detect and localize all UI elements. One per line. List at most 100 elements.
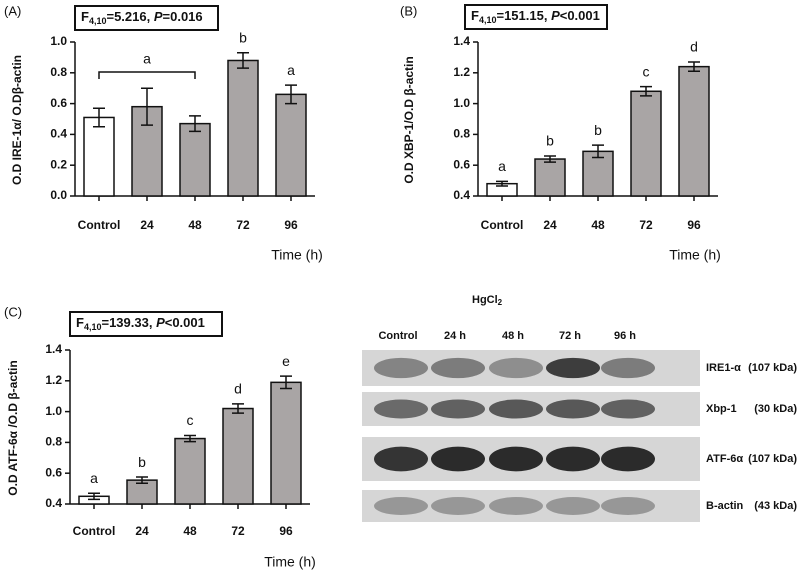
x-axis-label: Time (h) xyxy=(264,554,316,570)
stat-box xyxy=(69,311,223,337)
x-tick-label: 24 xyxy=(543,218,557,232)
x-tick-label: 72 xyxy=(231,524,245,538)
significance-letter: a xyxy=(498,158,506,174)
stat-text: F4,10=139.33, P<0.001 xyxy=(76,315,205,332)
x-tick-label: 72 xyxy=(639,218,653,232)
x-tick-label: 48 xyxy=(183,524,197,538)
y-axis-label: O.D XBP-1/O.D β-actin xyxy=(402,56,416,183)
stat-part: F xyxy=(81,9,89,24)
error-bar xyxy=(189,115,201,133)
x-tick-label: 96 xyxy=(284,218,298,232)
panel-label: (C) xyxy=(4,304,22,319)
stat-text: F4,10=5.216, P=0.016 xyxy=(81,9,203,26)
x-tick-label: 96 xyxy=(279,524,293,538)
stat-part: F xyxy=(471,8,479,23)
error-bar xyxy=(496,180,508,187)
x-tick-label: Control xyxy=(73,524,116,538)
blot-band xyxy=(489,357,543,379)
stat-part: =139.33, xyxy=(101,315,156,330)
x-tick-label: 24 xyxy=(135,524,149,538)
y-tick-label: 1.0 xyxy=(45,404,62,418)
blot-band xyxy=(489,399,543,419)
error-bar xyxy=(141,87,153,126)
error-bar xyxy=(232,403,244,414)
band-size: (107 kDa) xyxy=(748,362,797,374)
x-axis-label: Time (h) xyxy=(271,247,323,263)
stat-box xyxy=(74,5,219,31)
blot-band xyxy=(374,399,428,419)
error-bar xyxy=(93,107,105,128)
blot-title-sub: 2 xyxy=(498,298,503,307)
blot-band xyxy=(546,446,600,472)
x-tick-label: 48 xyxy=(188,218,202,232)
bar xyxy=(222,407,254,505)
blot-band xyxy=(374,357,428,379)
stat-part: F xyxy=(76,315,84,330)
stat-part: 4,10 xyxy=(89,16,107,26)
bar xyxy=(270,381,302,505)
bar xyxy=(227,59,259,197)
stat-part: <0.001 xyxy=(560,8,600,23)
stat-part: =5.216, xyxy=(106,9,153,24)
y-tick-label: 1.4 xyxy=(453,34,470,48)
y-axis-label: O.D ATF-6α /O.D β-actin xyxy=(6,360,20,495)
stat-part: 4,10 xyxy=(84,322,102,332)
band-size: (43 kDa) xyxy=(754,500,797,512)
stat-part: =0.016 xyxy=(163,9,203,24)
blot-band xyxy=(489,446,543,472)
blot-title: HgCl2 xyxy=(472,294,503,307)
band-name: Xbp-1 xyxy=(706,403,737,415)
lane-label: Control xyxy=(378,330,417,342)
panel-label: (B) xyxy=(400,3,417,18)
y-tick-label: 1.0 xyxy=(50,34,67,48)
band-name: IRE1-α xyxy=(706,362,741,374)
significance-letter: b xyxy=(594,122,602,138)
bar xyxy=(83,116,115,197)
significance-letter: d xyxy=(690,39,698,55)
y-tick-label: 0.2 xyxy=(50,157,67,171)
stat-part: P xyxy=(551,8,560,23)
error-bar xyxy=(184,434,196,443)
error-bar xyxy=(640,85,652,97)
bar xyxy=(275,93,307,197)
y-tick-label: 0.6 xyxy=(453,157,470,171)
bar xyxy=(630,90,662,197)
error-bar xyxy=(544,155,556,163)
y-tick-label: 0.8 xyxy=(50,65,67,79)
stat-part: P xyxy=(154,9,163,24)
blot-band xyxy=(431,446,485,472)
blot-band xyxy=(546,357,600,379)
error-bar xyxy=(285,84,297,105)
error-bar xyxy=(280,375,292,390)
band-name: ATF-6α xyxy=(706,453,743,465)
x-axis-label: Time (h) xyxy=(669,247,721,263)
y-tick-label: 1.4 xyxy=(45,342,62,356)
error-bar xyxy=(88,492,100,501)
significance-letter: a xyxy=(287,62,295,78)
y-tick-label: 1.2 xyxy=(45,373,62,387)
error-bar xyxy=(136,476,148,484)
blot-band xyxy=(601,446,655,472)
blot-title-main: HgCl xyxy=(472,294,498,306)
blot-strip xyxy=(362,490,700,522)
band-name: B-actin xyxy=(706,500,744,512)
x-tick-label: 96 xyxy=(687,218,701,232)
blot-band xyxy=(546,399,600,419)
significance-letter: a xyxy=(90,470,98,486)
y-tick-label: 0.6 xyxy=(45,465,62,479)
error-bar xyxy=(592,144,604,159)
error-bar xyxy=(688,61,700,73)
y-tick-label: 0.8 xyxy=(45,435,62,449)
bar xyxy=(534,158,566,197)
significance-letter: e xyxy=(282,353,290,369)
band-size: (107 kDa) xyxy=(748,453,797,465)
x-tick-label: 48 xyxy=(591,218,605,232)
lane-label: 48 h xyxy=(502,330,524,342)
y-tick-label: 0.4 xyxy=(453,188,470,202)
blot-band xyxy=(601,497,655,515)
y-tick-label: 0.8 xyxy=(453,127,470,141)
significance-letter: c xyxy=(643,63,650,79)
y-tick-label: 0.4 xyxy=(50,127,67,141)
x-tick-label: 72 xyxy=(236,218,250,232)
error-bar xyxy=(237,52,249,69)
